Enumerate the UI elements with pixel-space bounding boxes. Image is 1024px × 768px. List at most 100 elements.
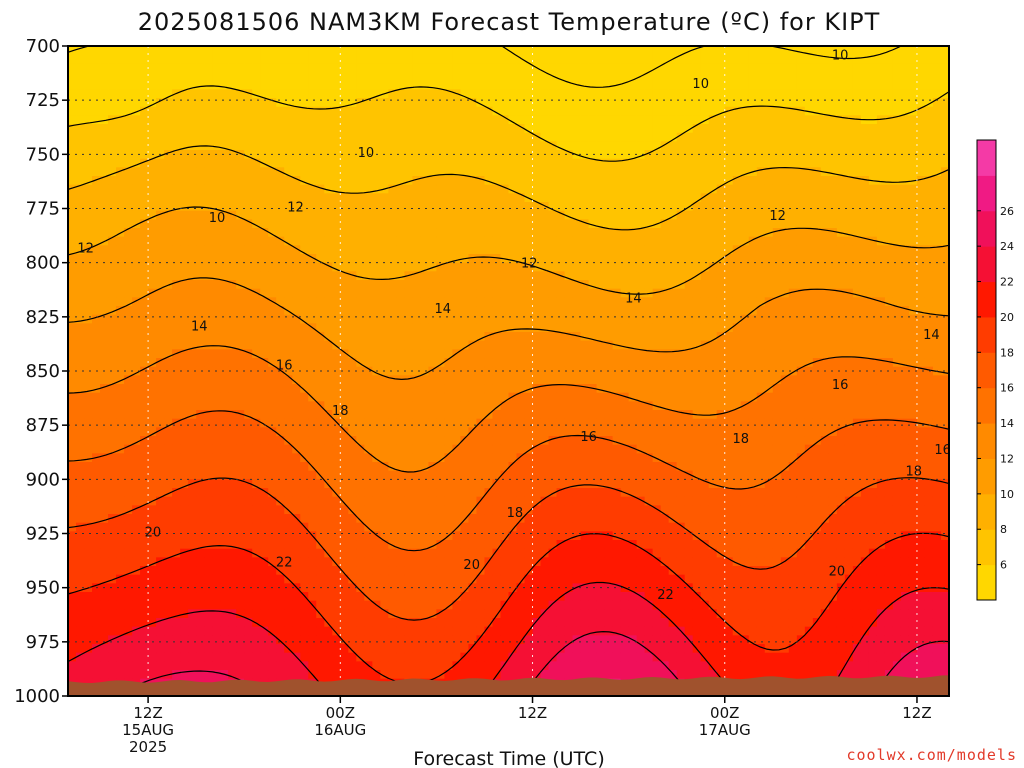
temperature-cell [572,262,582,272]
temperature-cell [580,358,590,368]
temperature-cell [420,410,430,420]
temperature-cell [428,54,438,64]
temperature-cell [268,592,277,602]
temperature-cell [396,288,405,298]
temperature-cell [100,98,109,108]
temperature-cell [260,54,269,64]
temperature-cell [172,271,181,281]
temperature-cell [172,592,181,602]
temperature-cell [540,89,550,99]
temperature-cell [492,80,502,90]
temperature-cell [196,167,205,177]
temperature-cell [244,479,253,489]
temperature-cell [324,306,333,316]
temperature-cell [316,566,325,576]
temperature-cell [588,548,598,558]
temperature-cell [124,644,133,654]
temperature-cell [244,228,253,238]
temperature-cell [412,574,421,584]
temperature-cell [532,306,542,316]
temperature-cell [68,80,77,90]
temperature-cell [524,349,534,359]
temperature-cell [484,531,494,541]
temperature-cell [500,106,510,116]
temperature-cell [476,470,486,480]
temperature-cell [108,115,117,125]
temperature-cell [204,609,213,619]
temperature-cell [116,271,125,281]
temperature-cell [300,184,309,194]
temperature-cell [76,652,85,662]
temperature-cell [180,557,189,567]
temperature-cell [436,106,446,116]
temperature-cell [84,219,93,229]
temperature-cell [452,115,462,125]
temperature-cell [412,349,421,359]
temperature-cell [268,254,277,264]
temperature-cell [500,349,510,359]
temperature-cell [124,392,133,402]
temperature-cell [348,132,357,142]
temperature-cell [444,254,454,264]
temperature-cell [116,349,125,359]
temperature-cell [540,297,550,307]
temperature-cell [396,72,405,82]
temperature-cell [524,358,534,368]
temperature-cell [404,384,413,394]
temperature-cell [492,592,502,602]
temperature-cell [404,340,413,350]
temperature-cell [260,644,269,654]
temperature-cell [292,644,301,654]
temperature-cell [172,436,181,446]
temperature-cell [132,436,141,446]
temperature-cell [132,63,141,73]
temperature-cell [268,384,277,394]
temperature-cell [76,288,85,298]
temperature-cell [68,262,77,272]
temperature-cell [140,210,149,220]
temperature-cell [452,488,462,498]
temperature-cell [76,618,85,628]
temperature-cell [460,644,470,654]
temperature-cell [236,427,245,437]
temperature-cell [364,340,373,350]
temperature-cell [564,297,574,307]
temperature-cell [124,505,133,515]
temperature-cell [324,670,333,680]
temperature-cell [428,444,438,454]
temperature-cell [236,150,245,160]
temperature-cell [596,132,606,142]
temperature-cell [100,488,109,498]
temperature-cell [468,202,478,212]
temperature-cell [228,358,237,368]
temperature-cell [356,505,365,515]
temperature-cell [588,592,598,602]
temperature-cell [76,358,85,368]
temperature-cell [588,306,598,316]
temperature-cell [532,514,542,524]
temperature-cell [460,418,470,428]
temperature-cell [220,349,229,359]
temperature-cell [204,635,213,645]
temperature-cell [532,401,542,411]
temperature-cell [308,202,317,212]
temperature-cell [124,548,133,558]
temperature-cell [556,496,566,506]
temperature-cell [188,323,197,333]
temperature-cell [324,63,333,73]
temperature-cell [388,609,397,619]
temperature-cell [140,150,149,160]
temperature-cell [572,124,582,134]
temperature-cell [212,63,221,73]
temperature-cell [556,115,566,125]
temperature-cell [436,245,446,255]
temperature-cell [588,124,598,134]
temperature-cell [388,228,397,238]
temperature-cell [396,410,405,420]
temperature-cell [204,531,213,541]
temperature-cell [388,522,397,532]
temperature-cell [116,496,125,506]
temperature-cell [236,618,245,628]
temperature-cell [188,349,197,359]
temperature-cell [580,453,590,463]
